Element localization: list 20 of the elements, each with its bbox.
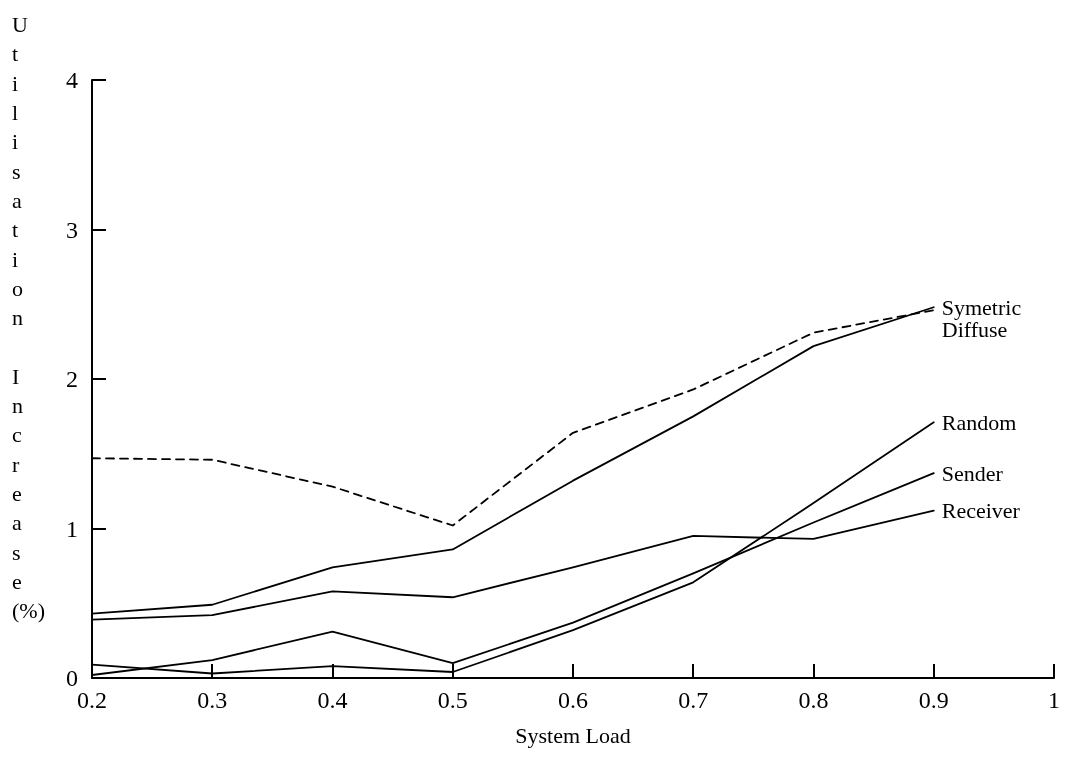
- x-tick-label: 0.5: [437, 687, 468, 713]
- x-tick-label: 0.6: [558, 687, 588, 713]
- y-tick-label: 3: [66, 216, 78, 243]
- y-tick-label: 1: [66, 515, 78, 542]
- x-tick-label: 0.2: [77, 687, 107, 713]
- x-axis-title: System Load: [515, 722, 631, 748]
- x-tick-label: 0.9: [918, 687, 949, 713]
- y-tick-label: 4: [66, 67, 78, 93]
- series-label: Sender: [941, 460, 1004, 486]
- x-tick-label: 0.8: [798, 687, 829, 713]
- text: Utilisation Increase (%): [12, 12, 45, 624]
- x-tick-label: 0.3: [197, 687, 228, 713]
- x-tick-label: 1: [1048, 687, 1060, 713]
- series-label: Random: [941, 409, 1017, 435]
- x-tick-label: 0.7: [678, 687, 709, 713]
- y-tick-label: 2: [66, 366, 78, 392]
- y-tick-label: 0: [66, 665, 78, 691]
- x-tick-label: 0.4: [317, 687, 348, 713]
- series-label: Symetric: [941, 294, 1022, 320]
- series-label: Receiver: [941, 498, 1021, 524]
